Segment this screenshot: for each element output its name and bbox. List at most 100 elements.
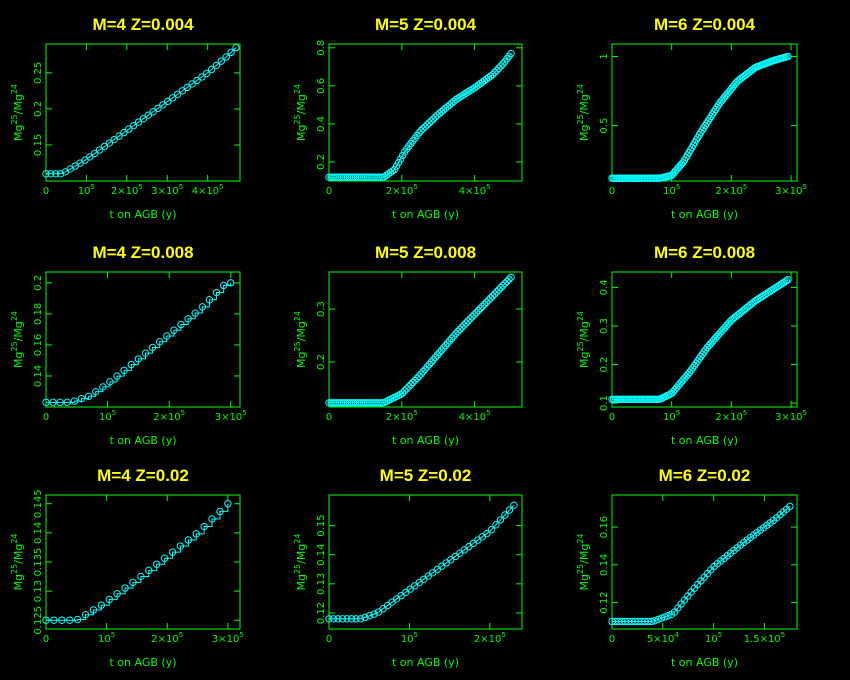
chart-panel-4: M=4 Z=0.008 0 105 2×105 3×105 0.14 0.16 0.18 0.2… xyxy=(10,243,247,447)
axes-frame xyxy=(45,494,241,630)
data-point xyxy=(92,387,100,396)
data-point xyxy=(483,529,491,538)
y-tick-label: 0.13 xyxy=(33,580,44,602)
data-point xyxy=(423,121,431,129)
x-axis-label: t on AGB (y) xyxy=(671,434,738,447)
data-point xyxy=(464,317,472,325)
data-point xyxy=(120,366,128,375)
x-tick-label: 2×105 xyxy=(386,183,418,197)
data-point xyxy=(462,319,470,327)
x-axis-label: t on AGB (y) xyxy=(392,208,459,221)
data-point xyxy=(495,286,503,294)
data-point xyxy=(168,548,177,556)
data-point xyxy=(49,398,57,407)
data-point xyxy=(100,142,109,151)
data-point xyxy=(443,339,452,347)
data-point xyxy=(63,398,72,407)
data-point xyxy=(370,610,378,618)
series-line xyxy=(329,53,512,178)
x-tick-label: 2×105 xyxy=(151,631,183,645)
data-point xyxy=(510,501,518,509)
data-point xyxy=(782,277,791,285)
data-point xyxy=(70,397,79,405)
data-point xyxy=(86,153,94,161)
x-tick-label: 3×105 xyxy=(212,631,244,645)
y-tick-label: 0.2 xyxy=(316,154,327,170)
x-tick-label: 105 xyxy=(663,409,680,423)
x-axis-label: t on AGB (y) xyxy=(671,656,738,669)
y-tick-label: 0.14 xyxy=(33,522,44,544)
y-tick-label: 1 xyxy=(599,53,610,59)
y-tick-label: 0.8 xyxy=(316,40,327,56)
data-point xyxy=(462,89,470,97)
data-point xyxy=(486,294,495,302)
data-point xyxy=(208,515,216,523)
data-point xyxy=(427,358,435,366)
data-point xyxy=(137,572,145,581)
data-point xyxy=(452,329,460,338)
data-point xyxy=(139,114,148,123)
data-point xyxy=(178,87,187,95)
x-axis-label: t on AGB (y) xyxy=(110,208,177,221)
data-point xyxy=(338,615,347,623)
x-tick-label: 105 xyxy=(78,183,95,197)
data-point xyxy=(144,111,152,119)
data-point xyxy=(450,332,458,340)
data-point xyxy=(421,123,429,131)
data-point xyxy=(446,337,454,345)
data-point xyxy=(73,615,82,624)
data-point xyxy=(212,61,221,69)
data-point xyxy=(464,88,472,96)
chart-title: M=6 Z=0.004 xyxy=(654,15,756,34)
data-point xyxy=(113,590,121,598)
data-point xyxy=(334,615,342,623)
data-point xyxy=(113,372,121,380)
data-point xyxy=(91,149,99,158)
x-tick-label: 4×105 xyxy=(192,183,224,197)
data-point xyxy=(42,616,50,624)
data-point xyxy=(664,612,672,620)
data-point xyxy=(84,392,93,400)
data-point xyxy=(203,69,211,78)
data-point xyxy=(154,104,162,112)
y-tick-label: 0.14 xyxy=(599,554,610,576)
data-point xyxy=(417,126,425,135)
data-point xyxy=(105,139,114,147)
data-point xyxy=(121,584,129,592)
x-tick-label: 2×105 xyxy=(111,183,143,197)
y-tick-label: 0.4 xyxy=(316,116,327,132)
y-tick-label: 0.13 xyxy=(316,573,327,595)
series-line xyxy=(46,503,229,621)
chart-title: M=4 Z=0.004 xyxy=(92,15,194,34)
y-tick-label: 0.16 xyxy=(33,334,44,356)
data-point xyxy=(52,170,60,178)
data-point xyxy=(460,321,468,329)
data-point xyxy=(499,281,507,290)
data-point xyxy=(470,311,478,319)
y-tick-label: 0.15 xyxy=(316,514,327,536)
data-point xyxy=(192,530,200,538)
x-tick-label: 0 xyxy=(43,186,49,197)
x-tick-label: 105 xyxy=(98,631,115,645)
data-point xyxy=(654,615,662,624)
data-point xyxy=(125,125,133,133)
data-point xyxy=(183,83,191,92)
data-point xyxy=(198,73,206,81)
data-point xyxy=(105,595,113,604)
data-point xyxy=(431,353,440,362)
data-point xyxy=(149,108,157,116)
data-point xyxy=(398,151,407,160)
chart-panel-7: M=4 Z=0.02 0 105 2×105 3×105 0.125 0.13 0.135 0.… xyxy=(10,466,244,669)
data-point xyxy=(394,158,403,167)
data-point xyxy=(507,273,515,281)
x-axis-label: t on AGB (y) xyxy=(110,434,177,447)
x-tick-label: 0 xyxy=(43,412,49,423)
data-point xyxy=(176,542,185,550)
data-point xyxy=(409,378,417,387)
data-point xyxy=(191,309,199,317)
data-point xyxy=(407,380,415,389)
data-point xyxy=(491,290,499,298)
data-point xyxy=(365,612,374,620)
data-point xyxy=(484,296,493,304)
data-point xyxy=(212,288,221,297)
